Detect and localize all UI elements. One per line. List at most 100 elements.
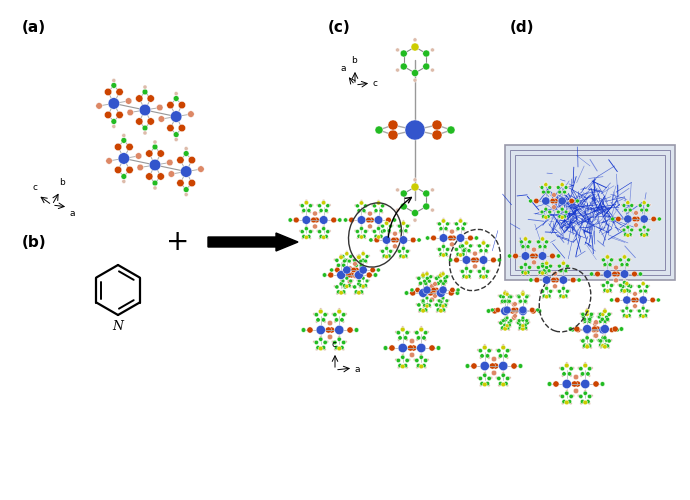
Circle shape — [503, 323, 506, 327]
Circle shape — [304, 235, 308, 240]
Circle shape — [626, 305, 628, 308]
Circle shape — [518, 328, 520, 331]
Circle shape — [354, 292, 356, 295]
Circle shape — [462, 248, 466, 252]
Circle shape — [456, 234, 465, 242]
Circle shape — [142, 89, 148, 95]
Circle shape — [474, 236, 479, 240]
Circle shape — [336, 266, 339, 268]
Circle shape — [426, 295, 428, 297]
Circle shape — [544, 261, 549, 265]
Circle shape — [522, 316, 524, 319]
Circle shape — [510, 321, 513, 324]
Circle shape — [322, 200, 325, 202]
Circle shape — [357, 211, 359, 214]
Circle shape — [566, 382, 571, 386]
Circle shape — [507, 254, 512, 258]
Circle shape — [507, 321, 511, 325]
Circle shape — [379, 208, 383, 212]
Circle shape — [413, 358, 416, 361]
Circle shape — [484, 274, 488, 278]
Circle shape — [437, 291, 442, 295]
Circle shape — [381, 204, 384, 208]
Circle shape — [588, 317, 592, 322]
Circle shape — [471, 270, 474, 272]
Circle shape — [518, 364, 523, 368]
Circle shape — [633, 292, 638, 296]
Circle shape — [485, 354, 490, 358]
Circle shape — [400, 190, 407, 197]
Circle shape — [418, 284, 420, 286]
Circle shape — [528, 247, 531, 250]
Circle shape — [173, 96, 179, 102]
Circle shape — [418, 308, 422, 312]
Circle shape — [538, 244, 542, 248]
Circle shape — [319, 211, 321, 214]
Circle shape — [453, 222, 455, 224]
Circle shape — [364, 236, 366, 239]
Circle shape — [525, 326, 528, 328]
Circle shape — [585, 312, 589, 316]
Circle shape — [391, 237, 396, 243]
Circle shape — [112, 124, 116, 128]
Circle shape — [418, 310, 420, 313]
Circle shape — [585, 344, 589, 349]
Circle shape — [545, 272, 548, 275]
Circle shape — [405, 358, 409, 362]
Circle shape — [402, 354, 404, 356]
Circle shape — [589, 312, 593, 316]
Circle shape — [607, 316, 609, 318]
Circle shape — [646, 228, 650, 232]
Circle shape — [355, 270, 364, 280]
Circle shape — [562, 400, 566, 404]
Circle shape — [515, 321, 518, 324]
Circle shape — [462, 251, 464, 254]
Circle shape — [502, 344, 504, 346]
Circle shape — [419, 364, 424, 369]
Circle shape — [357, 282, 361, 286]
Circle shape — [326, 204, 330, 208]
Circle shape — [580, 372, 584, 376]
Circle shape — [524, 262, 527, 266]
Circle shape — [422, 364, 426, 368]
Circle shape — [407, 345, 413, 351]
Circle shape — [314, 340, 319, 344]
Circle shape — [335, 326, 344, 334]
Circle shape — [334, 348, 337, 351]
Circle shape — [316, 204, 319, 206]
Circle shape — [527, 295, 530, 298]
Circle shape — [499, 294, 503, 298]
Circle shape — [626, 234, 630, 237]
Circle shape — [500, 326, 504, 330]
Circle shape — [506, 291, 509, 294]
Circle shape — [361, 285, 365, 289]
Circle shape — [420, 354, 423, 356]
Circle shape — [553, 381, 559, 387]
Circle shape — [513, 302, 518, 306]
Circle shape — [419, 288, 428, 298]
Circle shape — [622, 292, 624, 294]
Circle shape — [398, 336, 402, 340]
Circle shape — [505, 316, 509, 320]
Circle shape — [582, 322, 585, 324]
Circle shape — [558, 290, 562, 294]
Circle shape — [331, 312, 334, 316]
Circle shape — [541, 290, 544, 294]
Circle shape — [421, 273, 425, 278]
Circle shape — [454, 257, 460, 263]
Circle shape — [578, 366, 580, 370]
Circle shape — [482, 345, 487, 350]
Circle shape — [108, 98, 119, 109]
Circle shape — [421, 308, 425, 313]
Circle shape — [598, 322, 600, 324]
Circle shape — [344, 340, 347, 343]
Circle shape — [622, 228, 626, 232]
Circle shape — [544, 216, 548, 220]
Circle shape — [548, 210, 551, 214]
Circle shape — [362, 266, 364, 268]
Circle shape — [357, 255, 361, 260]
Circle shape — [402, 326, 404, 328]
Circle shape — [402, 246, 405, 250]
Circle shape — [478, 376, 482, 380]
Circle shape — [515, 294, 518, 297]
